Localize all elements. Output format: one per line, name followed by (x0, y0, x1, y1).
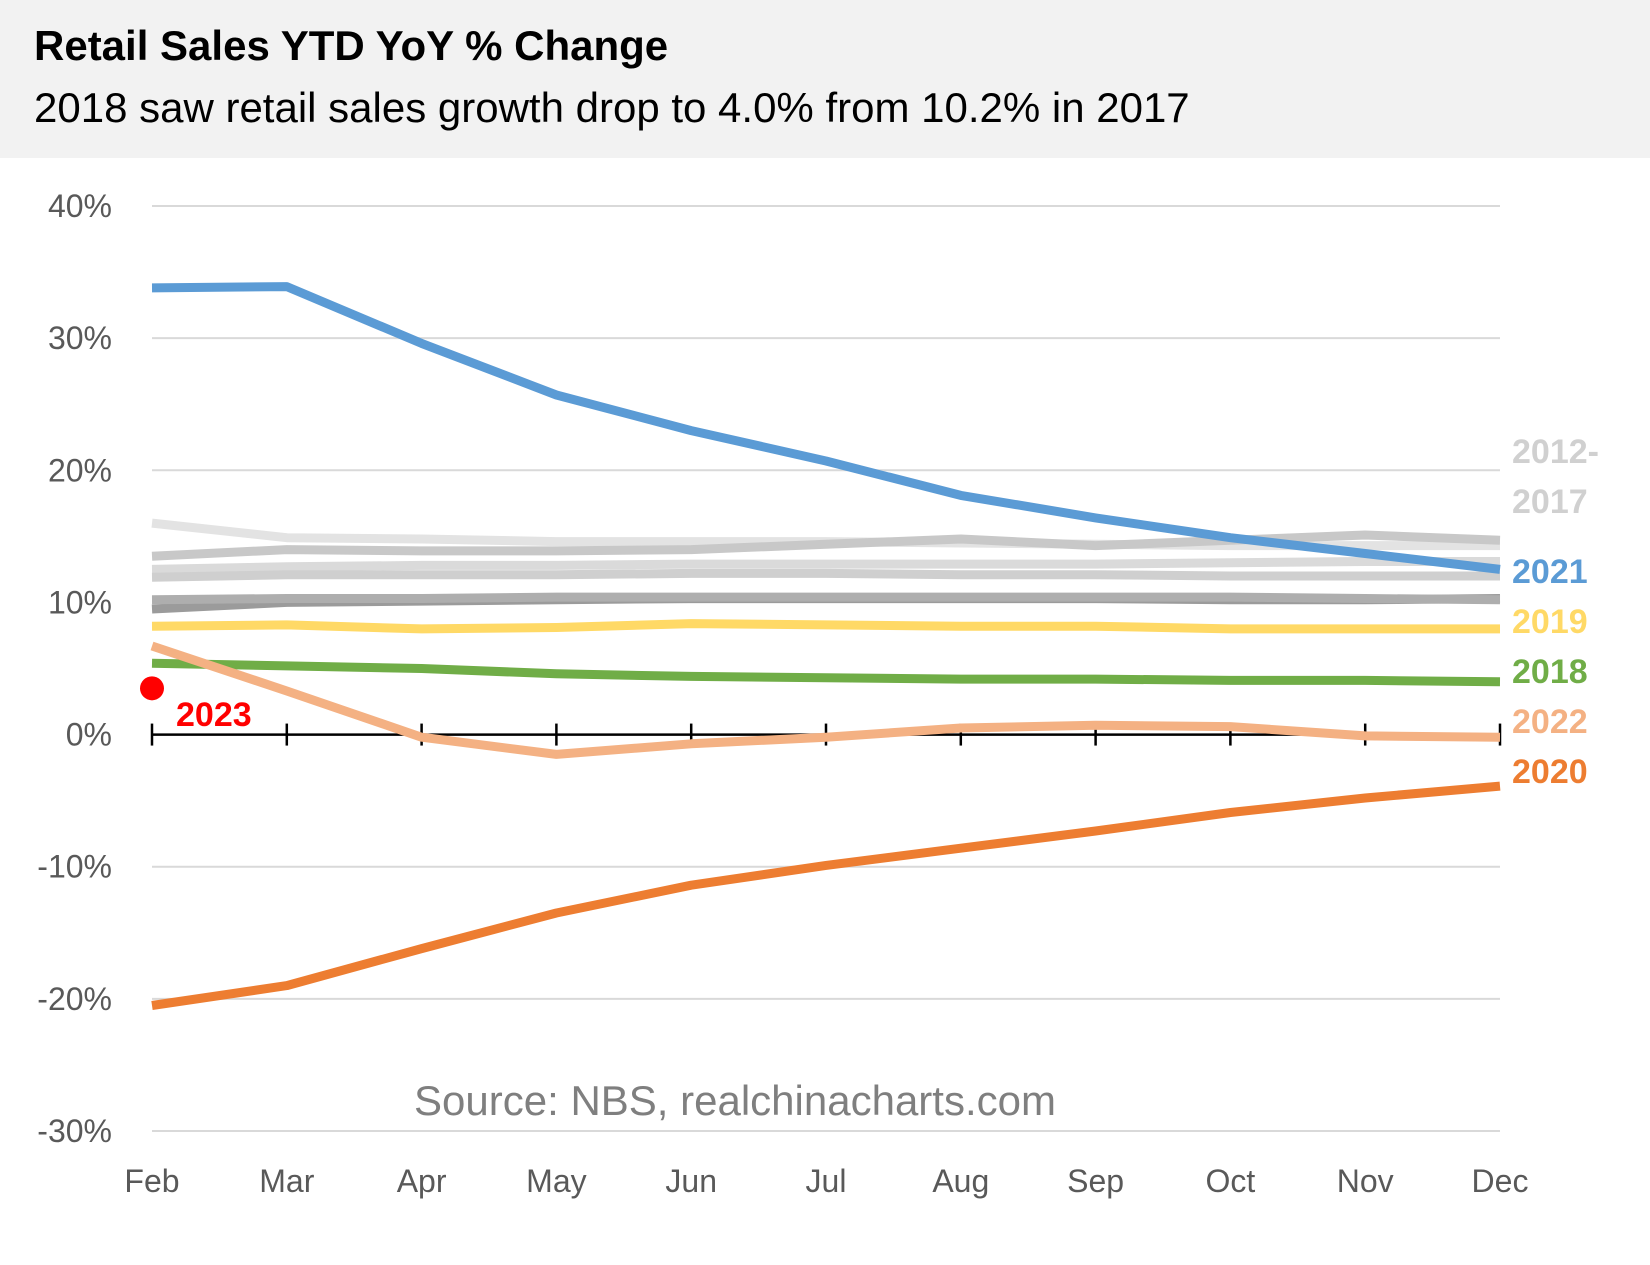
y-tick-label: 0% (66, 717, 112, 753)
series-label-2020: 2020 (1512, 753, 1588, 791)
series-line-2018 (151, 658, 1501, 687)
series-label-2021: 2021 (1512, 553, 1588, 591)
x-tick-label: Mar (259, 1163, 314, 1199)
y-tick-label: 40% (48, 188, 112, 224)
series-label-2018: 2018 (1512, 653, 1588, 691)
y-tick-label: -10% (37, 849, 112, 885)
chart-title: Retail Sales YTD YoY % Change (34, 22, 669, 69)
y-tick-label: 10% (48, 584, 112, 620)
series-line-2012-2017 (151, 568, 1500, 582)
x-tick-label: Oct (1206, 1163, 1256, 1199)
point-2023 (140, 676, 164, 701)
x-tick-label: Apr (397, 1163, 447, 1199)
chart-subtitle: 2018 saw retail sales growth drop to 4.0… (34, 84, 1190, 131)
y-tick-label: -30% (37, 1113, 112, 1149)
series-lines (150, 282, 1501, 1010)
point-2023-label: 2023 (176, 696, 252, 734)
x-tick-label: Nov (1337, 1163, 1394, 1199)
y-tick-label: -20% (37, 981, 112, 1017)
series-label-2012: 2012- (1512, 433, 1599, 471)
series-labels: 2021 2019 2018 2022 2020 2012- 2017 2023 (140, 433, 1599, 791)
x-tick-label: Jul (806, 1163, 847, 1199)
series-label-2017: 2017 (1512, 483, 1588, 521)
y-tick-label: 30% (48, 320, 112, 356)
series-line-2012-2017 (151, 557, 1500, 574)
x-tick-label: Jun (665, 1163, 717, 1199)
x-tick-label: Aug (932, 1163, 989, 1199)
x-axis-tick-labels: Feb Mar Apr May Jun Jul Aug Sep Oct Nov Dec (124, 1163, 1528, 1199)
x-tick-label: Dec (1472, 1163, 1529, 1199)
series-line-2021 (151, 282, 1501, 574)
series-line-2012-2017 (151, 592, 1501, 605)
y-tick-label: 20% (48, 452, 112, 488)
x-tick-label: Feb (124, 1163, 179, 1199)
source-note: Source: NBS, realchinacharts.com (414, 1077, 1056, 1124)
series-line-2020 (151, 781, 1501, 1010)
x-tick-label: Sep (1067, 1163, 1124, 1199)
series-label-2022: 2022 (1512, 703, 1588, 741)
x-tick-label: May (526, 1163, 586, 1199)
series-label-2019: 2019 (1512, 603, 1588, 641)
chart-header: Retail Sales YTD YoY % Change 2018 saw r… (0, 0, 1650, 158)
y-axis-tick-labels: 40% 30% 20% 10% 0% -10% -20% -30% (37, 188, 112, 1149)
series-line-2022 (150, 641, 1501, 759)
series-line-2019 (151, 619, 1500, 634)
